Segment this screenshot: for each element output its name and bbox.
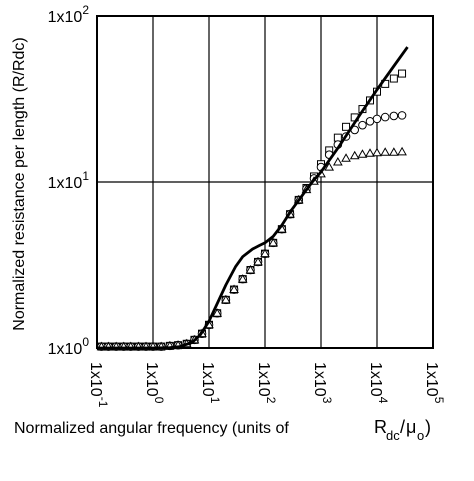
triangle-point	[397, 146, 407, 156]
triangle-point	[260, 248, 270, 258]
plot-frame	[96, 15, 434, 349]
fit-curve	[97, 46, 409, 350]
x-tick-label: 1x10-1	[87, 362, 110, 408]
x-tick-label: 1x101	[199, 362, 222, 404]
x-tick-mantissa: 1x10	[87, 362, 104, 397]
x-tick-exponent: 4	[376, 397, 390, 404]
svg-text:o: o	[417, 428, 424, 443]
triangle-point	[349, 150, 360, 160]
x-axis-label-unit-r: R	[374, 417, 387, 437]
triangle-point	[253, 256, 263, 266]
x-axis-label-unit-slash: /	[400, 417, 405, 437]
x-axis-label-text: Normalized angular frequency (units of	[14, 420, 289, 437]
x-tick-exponent: -1	[96, 397, 110, 408]
x-axis-label-unit-close: )	[425, 417, 431, 437]
y-tick-exponent: 1	[82, 169, 89, 183]
y-tick-exponent: 2	[82, 3, 89, 17]
x-tick-mantissa: 1x10	[423, 362, 440, 397]
x-tick-mantissa: 1x10	[367, 362, 384, 397]
triangle-point	[324, 162, 335, 171]
circle-point	[372, 114, 382, 124]
svg-text:μ: μ	[406, 417, 416, 437]
svg-text:Normalized angular frequency (: Normalized angular frequency (units of	[14, 420, 289, 437]
triangle-point	[341, 153, 351, 162]
x-tick-mantissa: 1x10	[143, 362, 160, 397]
x-tick-exponent: 2	[264, 397, 278, 404]
triangle-point	[372, 147, 382, 157]
triangle-point	[388, 147, 399, 156]
x-tick-label-text: 1x103	[311, 362, 334, 404]
triangle-point	[245, 265, 256, 274]
x-tick-label: 1x105	[423, 362, 446, 404]
circle-point	[365, 117, 375, 126]
x-axis-label-unit-mu: μ	[406, 417, 416, 437]
x-tick-exponent: 1	[208, 397, 222, 404]
circle-point	[389, 111, 399, 121]
square-point	[398, 69, 407, 78]
x-tick-exponent: 0	[152, 397, 166, 404]
x-tick-label-text: 1x102	[255, 362, 278, 404]
triangle-point	[229, 284, 239, 294]
x-axis-label-unit-dc: dc	[386, 428, 400, 443]
x-tick-label: 1x102	[255, 362, 278, 404]
triangle-point	[380, 147, 391, 156]
grid-layer	[97, 16, 433, 348]
x-tick-mantissa: 1x10	[311, 362, 328, 397]
triangle-point	[237, 274, 248, 283]
x-tick-label: 1x100	[143, 362, 166, 404]
triangle-point	[365, 148, 375, 157]
square-point	[389, 74, 398, 83]
x-axis-label: Normalized angular frequency (units of R…	[14, 417, 431, 443]
y-axis-label: Normalized resistance per length (R/Rdc)	[11, 37, 28, 330]
x-tick-label-text: 1x10-1	[87, 362, 110, 408]
x-tick-exponent: 5	[432, 397, 446, 404]
x-tick-exponent: 3	[320, 397, 334, 404]
svg-text:): )	[425, 417, 431, 437]
triangle-point	[357, 149, 368, 158]
x-tick-label-text: 1x101	[199, 362, 222, 404]
square-point	[333, 133, 342, 142]
x-tick-label-text: 1x104	[367, 362, 390, 404]
y-tick-exponent: 0	[82, 335, 89, 349]
series-layer	[96, 46, 409, 351]
x-axis-label-unit-o: o	[417, 428, 424, 443]
x-tick-label-text: 1x100	[143, 362, 166, 404]
circle-point	[358, 120, 367, 130]
y-tick-mantissa: 1x10	[48, 9, 83, 26]
square-point	[342, 122, 351, 131]
tick-label-layer: 1x1001x1011x1021x10-11x1001x1011x1021x10…	[48, 3, 446, 408]
x-tick-label-text: 1x105	[423, 362, 446, 404]
circle-point	[397, 111, 407, 120]
y-tick-label: 1x100	[48, 335, 90, 358]
triangle-point	[332, 156, 343, 166]
y-tick-label: 1x102	[48, 3, 90, 26]
triangle-point	[220, 294, 231, 304]
x-tick-mantissa: 1x10	[199, 362, 216, 397]
triangle-point	[212, 308, 223, 317]
svg-text:/: /	[400, 417, 405, 437]
svg-text:R: R	[374, 417, 387, 437]
triangle-point	[268, 237, 279, 247]
x-tick-label: 1x103	[311, 362, 334, 404]
y-tick-mantissa: 1x10	[48, 341, 83, 358]
svg-text:dc: dc	[386, 428, 400, 443]
y-tick-mantissa: 1x10	[48, 175, 83, 192]
y-tick-label: 1x101	[48, 169, 90, 192]
x-tick-label: 1x104	[367, 362, 390, 404]
x-tick-mantissa: 1x10	[255, 362, 272, 397]
circle-point	[380, 112, 390, 122]
